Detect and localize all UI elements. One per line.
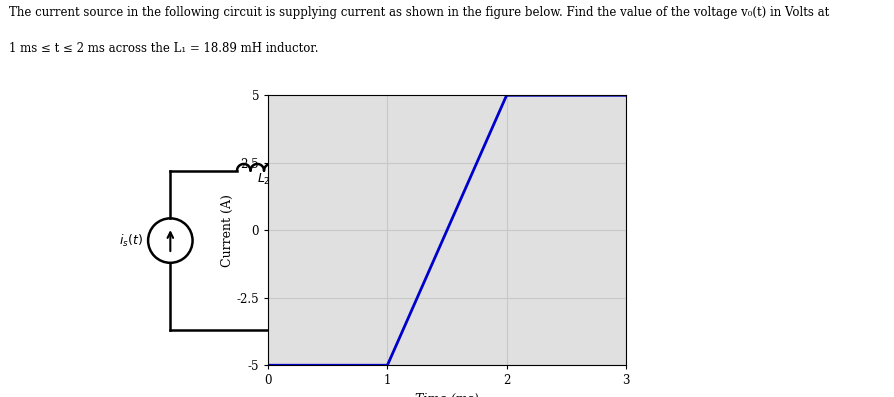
Y-axis label: Current (A): Current (A) [221, 194, 233, 267]
X-axis label: Time (ms): Time (ms) [415, 393, 479, 397]
Text: +: + [362, 195, 374, 210]
Text: $L_1$: $L_1$ [314, 231, 327, 247]
Text: 1 ms ≤ t ≤ 2 ms across the L₁ = 18.89 mH inductor.: 1 ms ≤ t ≤ 2 ms across the L₁ = 18.89 mH… [9, 42, 318, 55]
Text: $i_s(t)$: $i_s(t)$ [120, 233, 143, 249]
Text: −: − [362, 268, 375, 283]
Text: The current source in the following circuit is supplying current as shown in the: The current source in the following circ… [9, 6, 830, 19]
Text: $L_2$: $L_2$ [257, 172, 271, 187]
Text: $v_0$: $v_0$ [362, 232, 378, 246]
